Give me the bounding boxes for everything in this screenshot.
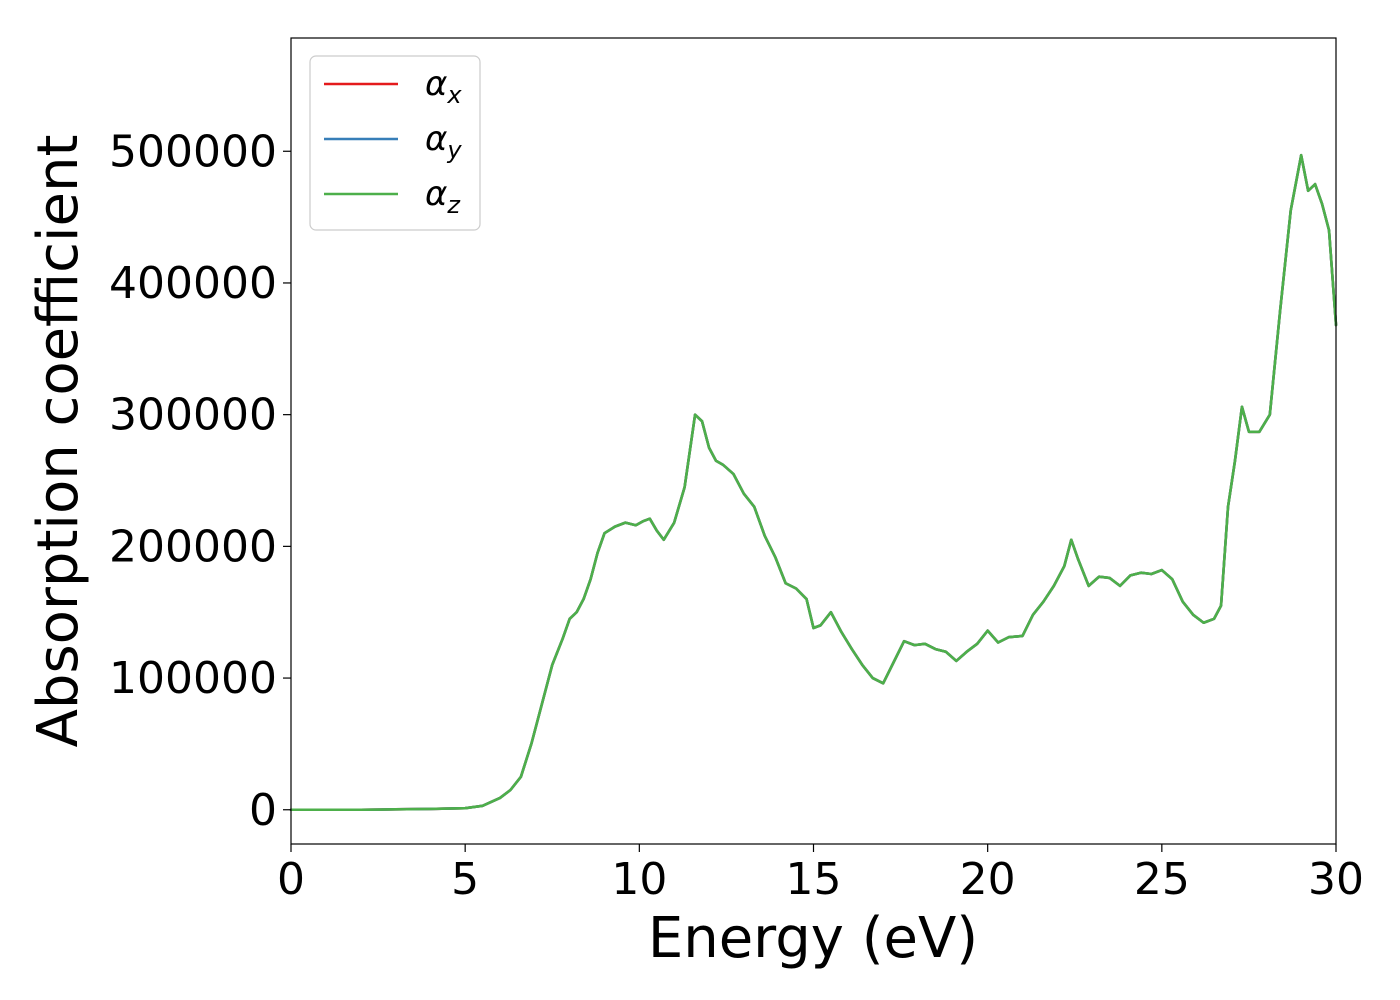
y-tick-label: 300000 xyxy=(109,390,277,441)
legend-frame xyxy=(309,55,481,231)
series-line-alpha-y xyxy=(289,153,1338,812)
y-tick-label: 400000 xyxy=(109,258,277,309)
x-tick-label: 15 xyxy=(786,854,842,905)
legend-label-z: αz xyxy=(425,174,461,219)
x-tick-label: 30 xyxy=(1308,854,1364,905)
y-tick-label: 200000 xyxy=(109,521,277,572)
series-line-alpha-z xyxy=(289,153,1338,812)
y-tick-label: 500000 xyxy=(109,126,277,177)
x-tick-label: 10 xyxy=(611,854,667,905)
legend-label-y: αy xyxy=(425,119,462,164)
series-layer xyxy=(289,153,1338,812)
x-tick-label: 20 xyxy=(960,854,1016,905)
legend-label-x: αx xyxy=(425,64,462,109)
x-tick-label: 0 xyxy=(277,854,305,905)
x-axis: 0 5 10 15 20 25 30 xyxy=(277,844,1364,905)
series-line-alpha-x xyxy=(289,153,1338,812)
y-tick-label: 100000 xyxy=(109,653,277,704)
x-axis-title: Energy (eV) xyxy=(648,906,978,971)
x-tick-label: 5 xyxy=(451,854,479,905)
y-tick-label: 0 xyxy=(249,785,277,836)
legend: αx αy αz xyxy=(309,55,481,231)
y-axis: 0 100000 200000 300000 400000 500000 xyxy=(109,126,291,836)
x-tick-label: 25 xyxy=(1134,854,1190,905)
y-axis-title: Absorption coefficient xyxy=(26,135,91,748)
